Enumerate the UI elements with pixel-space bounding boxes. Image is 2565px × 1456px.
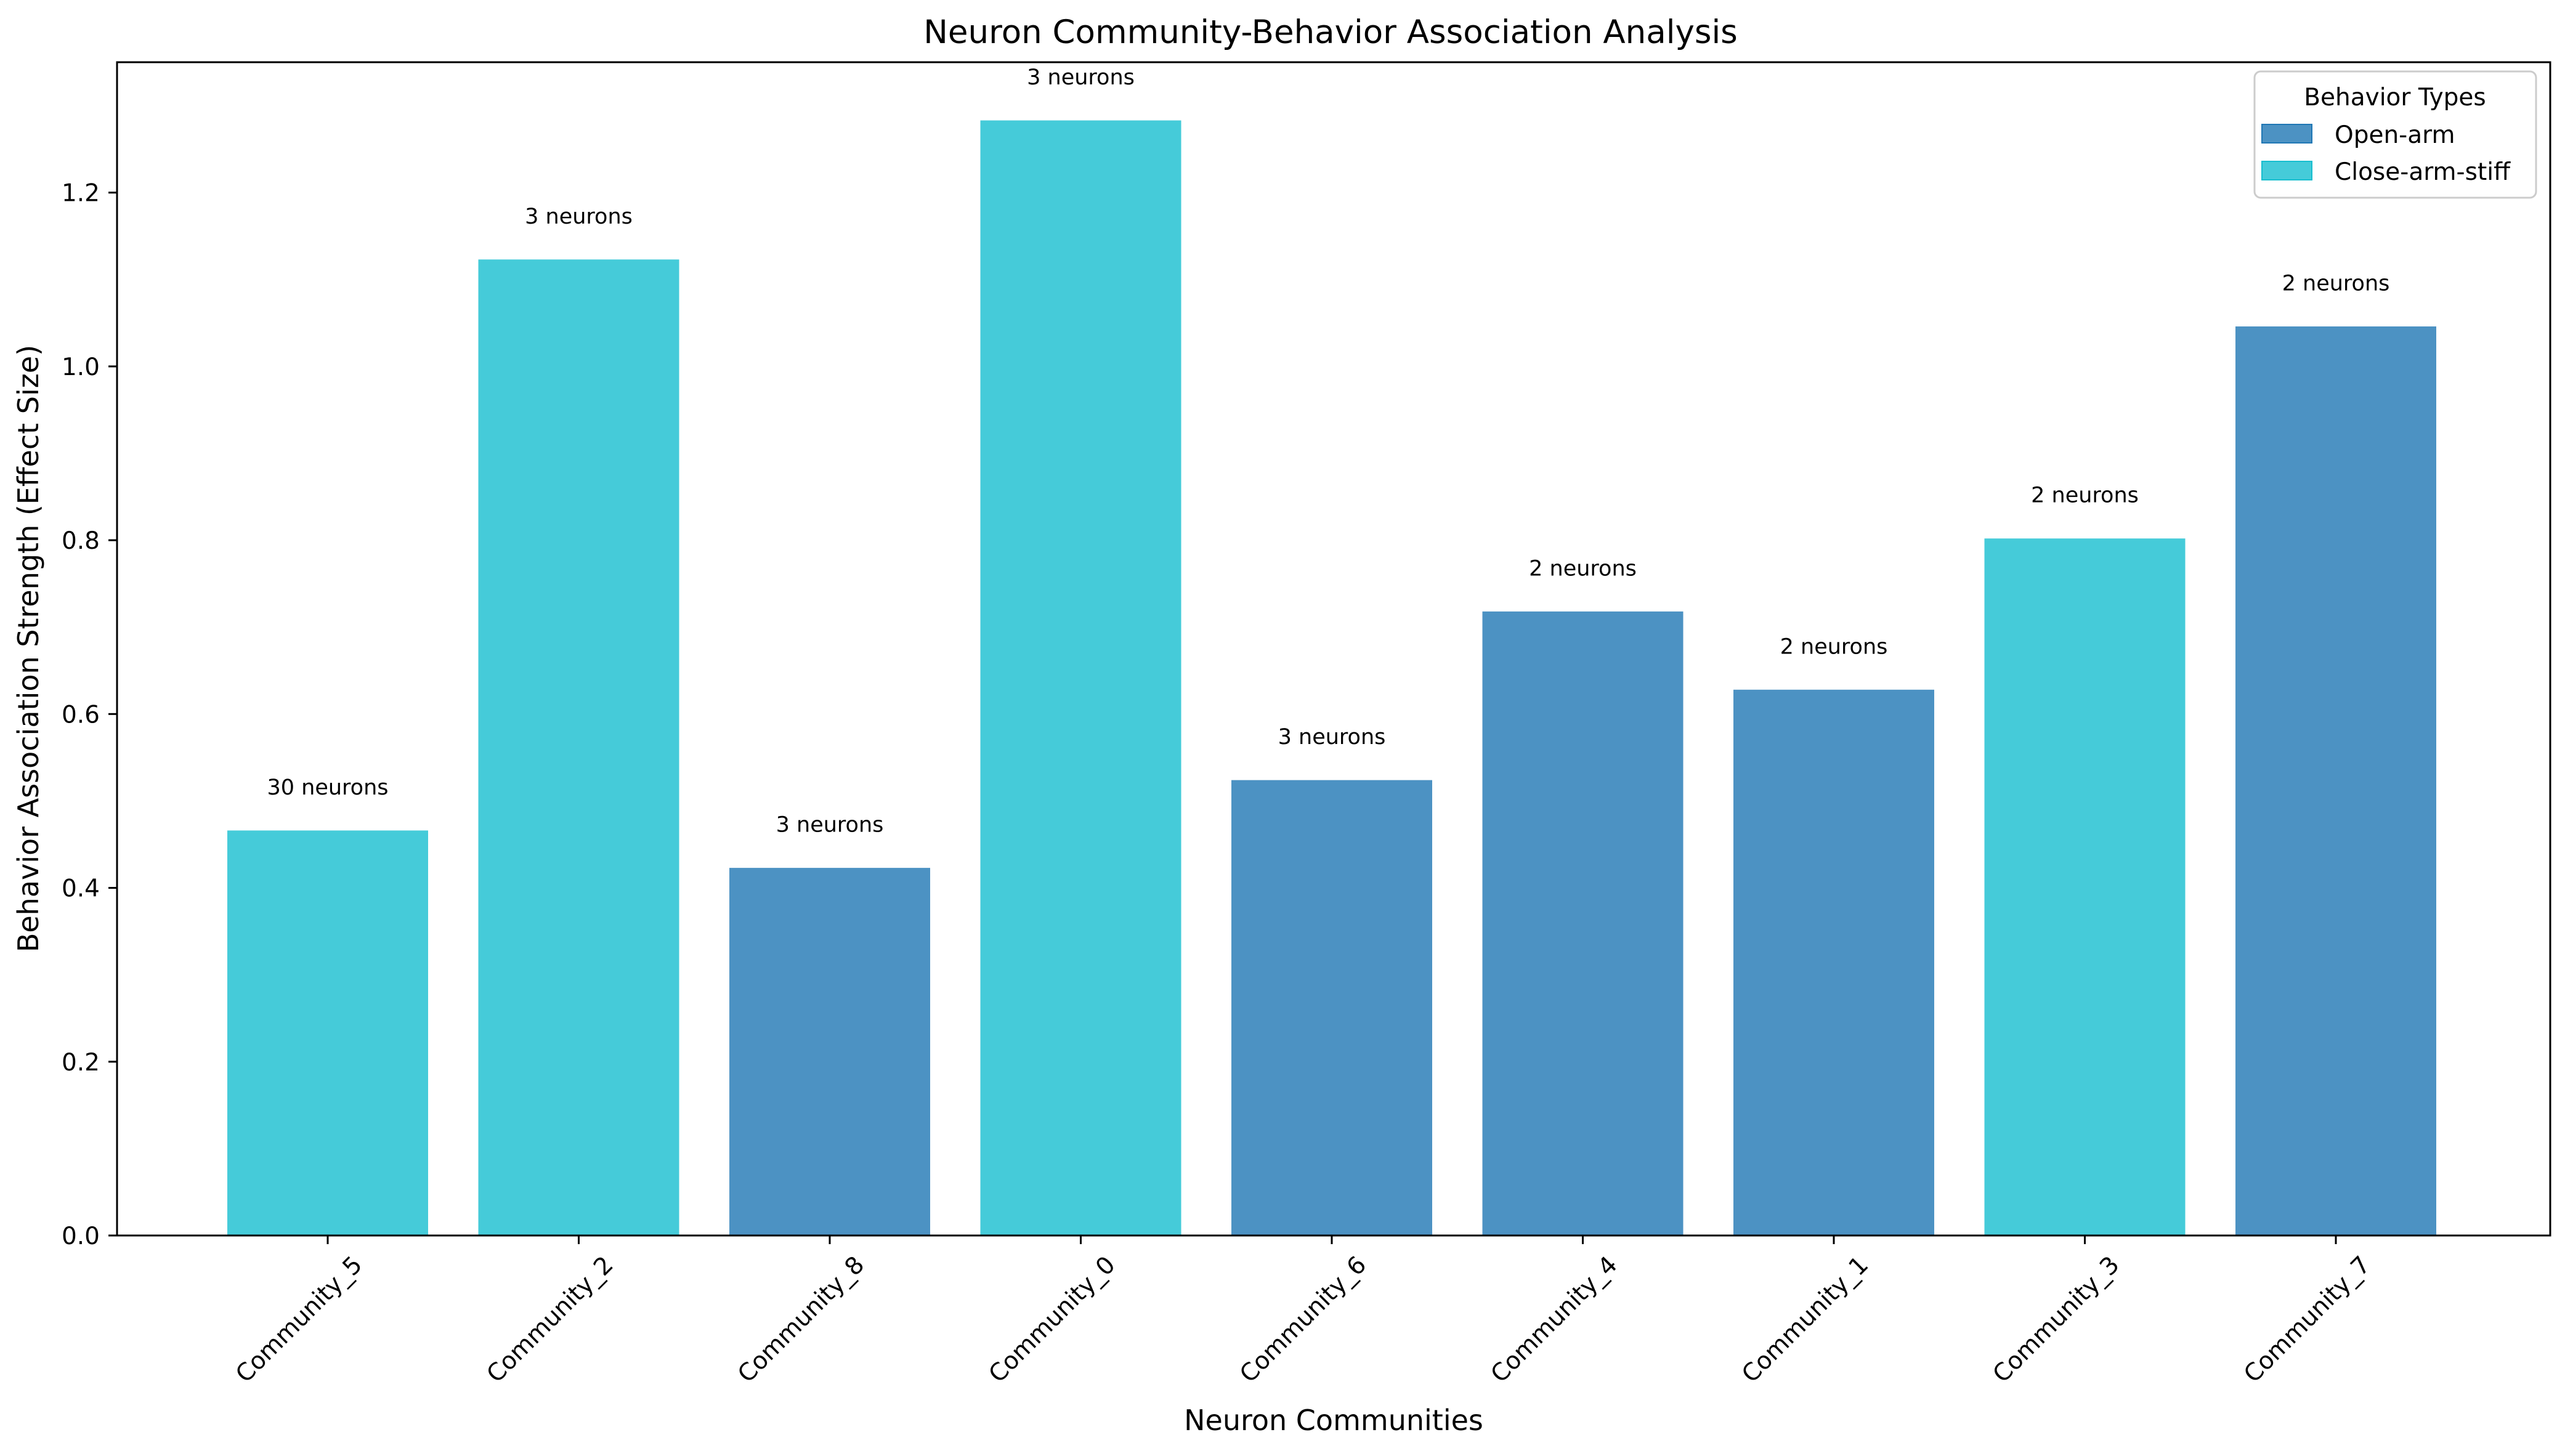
bar-annotation-community-2: 3 neurons [525, 204, 633, 229]
legend-swatch-close-arm-stiff [2261, 161, 2312, 180]
legend: Behavior Types Open-arm Close-arm-stiff [2253, 70, 2537, 199]
y-tick-label: 0.8 [62, 527, 100, 555]
legend-swatch-open-arm [2261, 124, 2312, 144]
x-tick-label: Community_5 [230, 1251, 368, 1388]
x-tick-label: Community_8 [732, 1251, 870, 1388]
y-tick-label: 0.6 [62, 701, 100, 729]
bar-annotation-community-4: 2 neurons [1529, 556, 1637, 581]
bar-community-5 [227, 830, 428, 1236]
bar-community-6 [1231, 780, 1432, 1236]
x-axis-label: Neuron Communities [1184, 1404, 1483, 1437]
bar-community-7 [2235, 326, 2436, 1236]
bar-annotation-community-7: 2 neurons [2282, 271, 2390, 296]
chart-title: Neuron Community-Behavior Association An… [923, 14, 1738, 51]
y-tick-label: 1.0 [62, 354, 100, 381]
x-tick-label: Community_7 [2239, 1251, 2376, 1388]
bar-community-2 [478, 259, 679, 1236]
bar-annotation-community-1: 2 neurons [1780, 634, 1888, 659]
bar-annotation-community-8: 3 neurons [776, 813, 884, 838]
y-axis: 0.0 0.2 0.4 0.6 0.8 1.0 1.2 [62, 180, 117, 1250]
plot-area-frame [116, 61, 2551, 1237]
y-axis-label: Behavior Association Strength (Effect Si… [12, 345, 45, 952]
y-tick-label: 1.2 [62, 180, 100, 208]
legend-box [2253, 70, 2537, 199]
x-tick-label: Community_4 [1486, 1251, 1623, 1388]
legend-label-open-arm: Open-arm [2335, 121, 2455, 149]
legend-label-close-arm-stiff: Close-arm-stiff [2335, 158, 2511, 186]
x-tick-label: Community_0 [984, 1251, 1121, 1388]
bar-annotation-community-3: 2 neurons [2031, 483, 2139, 508]
bar-annotation-community-5: 30 neurons [267, 775, 388, 800]
y-tick-label: 0.0 [62, 1223, 100, 1250]
bar-community-1 [1733, 689, 1934, 1236]
bar-community-0 [980, 120, 1181, 1236]
annotations-layer: 30 neurons 3 neurons 3 neurons 3 neurons 3 n… [267, 65, 2389, 838]
y-tick-label: 0.4 [62, 875, 100, 903]
y-tick-label: 0.2 [62, 1049, 100, 1077]
x-tick-label: Community_2 [482, 1251, 619, 1388]
x-tick-label: Community_1 [1736, 1251, 1874, 1388]
legend-title: Behavior Types [2304, 84, 2486, 111]
bars-layer [227, 120, 2436, 1236]
x-tick-label: Community_6 [1234, 1251, 1372, 1388]
x-axis: Community_5 Community_2 Community_8 Communi… [230, 1236, 2376, 1388]
bar-community-4 [1482, 611, 1684, 1236]
bar-community-8 [729, 868, 930, 1236]
bar-annotation-community-6: 3 neurons [1278, 725, 1386, 750]
bar-community-3 [1984, 538, 2186, 1236]
x-tick-label: Community_3 [1988, 1251, 2125, 1388]
bar-annotation-community-0: 3 neurons [1027, 65, 1135, 90]
